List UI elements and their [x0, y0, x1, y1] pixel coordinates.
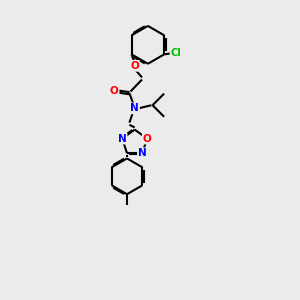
Text: O: O	[130, 61, 139, 71]
Text: O: O	[143, 134, 152, 144]
Text: N: N	[138, 148, 147, 158]
Text: N: N	[118, 134, 127, 144]
Text: O: O	[110, 86, 118, 96]
Text: Cl: Cl	[170, 48, 181, 58]
Text: N: N	[130, 103, 139, 113]
